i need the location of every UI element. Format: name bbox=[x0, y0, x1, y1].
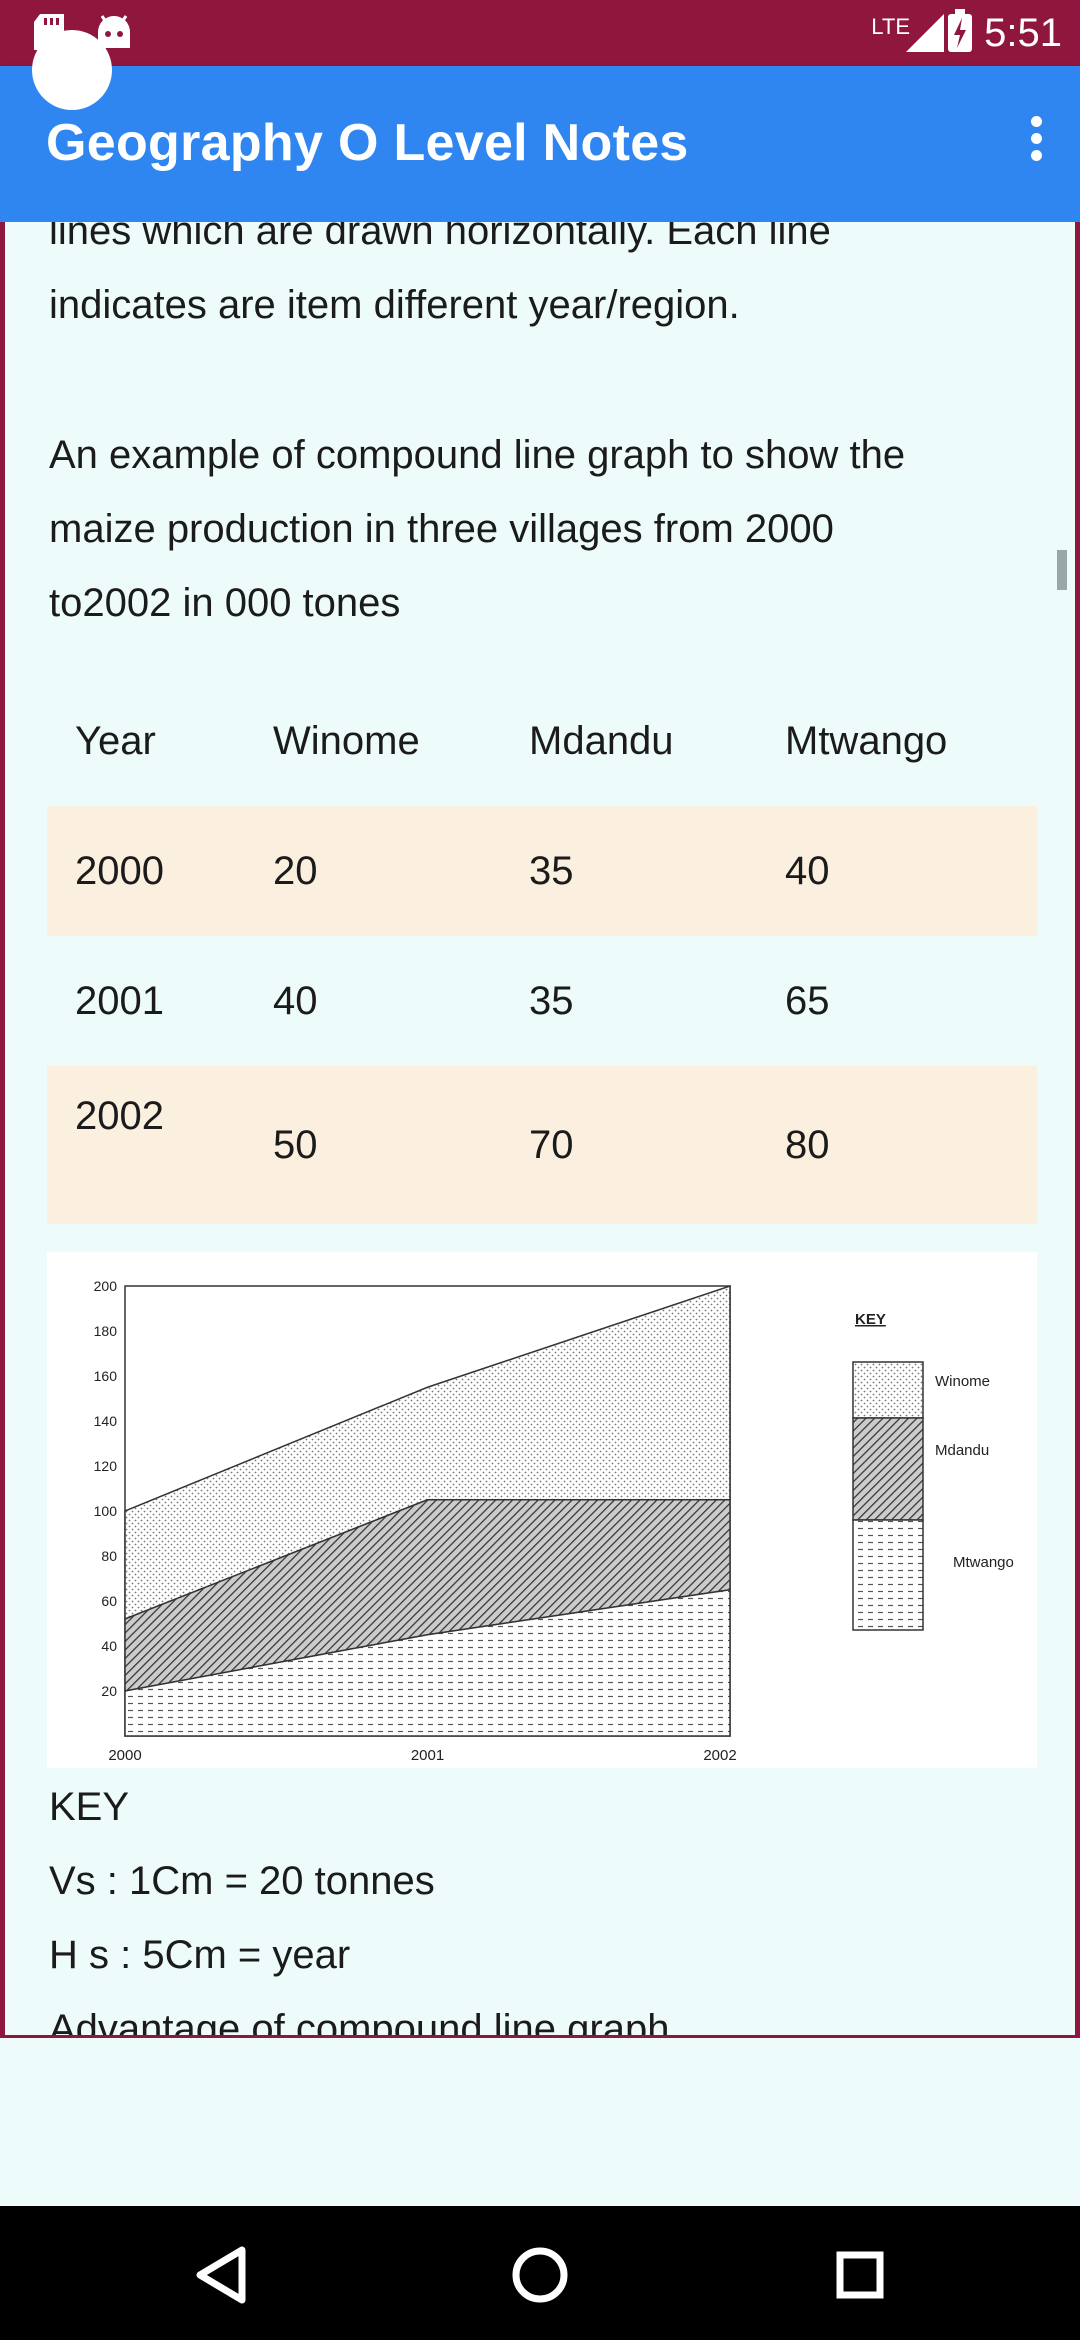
network-type-label: LTE bbox=[871, 14, 910, 39]
table-row: 2000 20 35 40 bbox=[47, 806, 1037, 936]
y-tick-label: 200 bbox=[94, 1278, 118, 1294]
x-tick-label: 2000 bbox=[108, 1747, 141, 1764]
section-heading: Advantage of compound line graph bbox=[49, 2007, 670, 2038]
table-cell: 50 bbox=[245, 1066, 501, 1224]
home-icon[interactable] bbox=[480, 2206, 600, 2340]
table-header-cell: Winome bbox=[273, 718, 420, 763]
table-cell: 40 bbox=[757, 806, 1037, 936]
table-cell: 70 bbox=[501, 1066, 757, 1224]
legend-label: Winome bbox=[935, 1373, 990, 1390]
y-tick-label: 80 bbox=[101, 1548, 117, 1564]
table-header-cell: Year bbox=[75, 718, 156, 763]
paragraph-line: to2002 in 000 tones bbox=[49, 581, 401, 625]
y-tick-label: 100 bbox=[94, 1503, 118, 1519]
y-tick-label: 40 bbox=[101, 1638, 117, 1654]
paragraph-line: indicates are item different year/region… bbox=[49, 283, 740, 327]
legend-label: Mdandu bbox=[935, 1442, 989, 1459]
vertical-scale-text: Vs : 1Cm = 20 tonnes bbox=[49, 1859, 435, 1903]
table-cell: 65 bbox=[785, 978, 830, 1023]
key-heading: KEY bbox=[49, 1785, 130, 1829]
table-cell: 40 bbox=[273, 978, 318, 1023]
y-tick-label: 60 bbox=[101, 1593, 117, 1609]
back-icon[interactable] bbox=[162, 2206, 282, 2340]
y-tick-label: 20 bbox=[101, 1683, 117, 1699]
more-vertical-icon[interactable] bbox=[1016, 110, 1056, 180]
table-row: 2002 50 70 80 bbox=[47, 1066, 1037, 1224]
legend-swatch-mtwango bbox=[852, 1519, 924, 1631]
system-navigation-bar bbox=[0, 2206, 1080, 2340]
production-table: Year Winome Mdandu Mtwango 2000 20 35 40… bbox=[47, 676, 1037, 1224]
status-bar: LTE 5:51 bbox=[0, 0, 1080, 66]
area-band-mtwango bbox=[124, 1588, 731, 1737]
y-tick-label: 120 bbox=[94, 1458, 118, 1474]
legend-key-title: KEY bbox=[855, 1311, 886, 1328]
battery-charging-icon bbox=[948, 9, 972, 52]
compound-line-graph: 20 40 60 80 100 120 140 160 180 200 2000 2001 2002 K… bbox=[94, 1278, 1014, 1764]
table-cell: 35 bbox=[501, 806, 757, 936]
table-cell: 35 bbox=[529, 978, 574, 1023]
legend-label: Mtwango bbox=[953, 1554, 1014, 1571]
table-row: 2001 40 35 65 bbox=[47, 936, 1037, 1066]
android-icon bbox=[98, 15, 130, 48]
paragraph-line: lines which are drawn horizontally. Each… bbox=[49, 222, 831, 253]
recents-icon[interactable] bbox=[800, 2206, 920, 2340]
paragraph-line: maize production in three villages from … bbox=[49, 507, 834, 551]
paragraph-line: An example of compound line graph to sho… bbox=[49, 433, 906, 477]
app-toolbar: Geography O Level Notes bbox=[0, 66, 1080, 222]
table-cell: 2001 bbox=[75, 978, 164, 1023]
table-header-row: Year Winome Mdandu Mtwango bbox=[47, 676, 1037, 806]
clock: 5:51 bbox=[984, 11, 1062, 55]
y-tick-label: 140 bbox=[94, 1413, 118, 1429]
y-tick-label: 180 bbox=[94, 1323, 118, 1339]
table-header-cell: Mtwango bbox=[785, 718, 948, 763]
compound-line-graph-image: 20 40 60 80 100 120 140 160 180 200 2000 2001 2002 K… bbox=[47, 1252, 1037, 1768]
x-tick-label: 2001 bbox=[411, 1747, 444, 1764]
signal-icon bbox=[906, 14, 944, 52]
y-tick-label: 160 bbox=[94, 1368, 118, 1384]
table-cell: 2000 bbox=[47, 806, 245, 936]
app-title: Geography O Level Notes bbox=[46, 114, 689, 172]
bottom-blank-area bbox=[0, 2038, 1080, 2206]
legend-swatch-winome bbox=[852, 1361, 924, 1419]
horizontal-scale-text: H s : 5Cm = year bbox=[49, 1933, 351, 1977]
scrollbar-thumb[interactable] bbox=[1057, 550, 1067, 590]
article-content[interactable]: lines which are drawn horizontally. Each… bbox=[0, 222, 1080, 2038]
floating-circle-icon[interactable] bbox=[32, 30, 112, 110]
legend-swatch-mdandu bbox=[852, 1417, 924, 1521]
x-tick-label: 2002 bbox=[703, 1747, 736, 1764]
table-header-cell: Mdandu bbox=[529, 718, 674, 763]
table-cell: 20 bbox=[245, 806, 501, 936]
table-cell: 2002 bbox=[47, 1066, 245, 1224]
table-cell: 80 bbox=[757, 1066, 1037, 1224]
